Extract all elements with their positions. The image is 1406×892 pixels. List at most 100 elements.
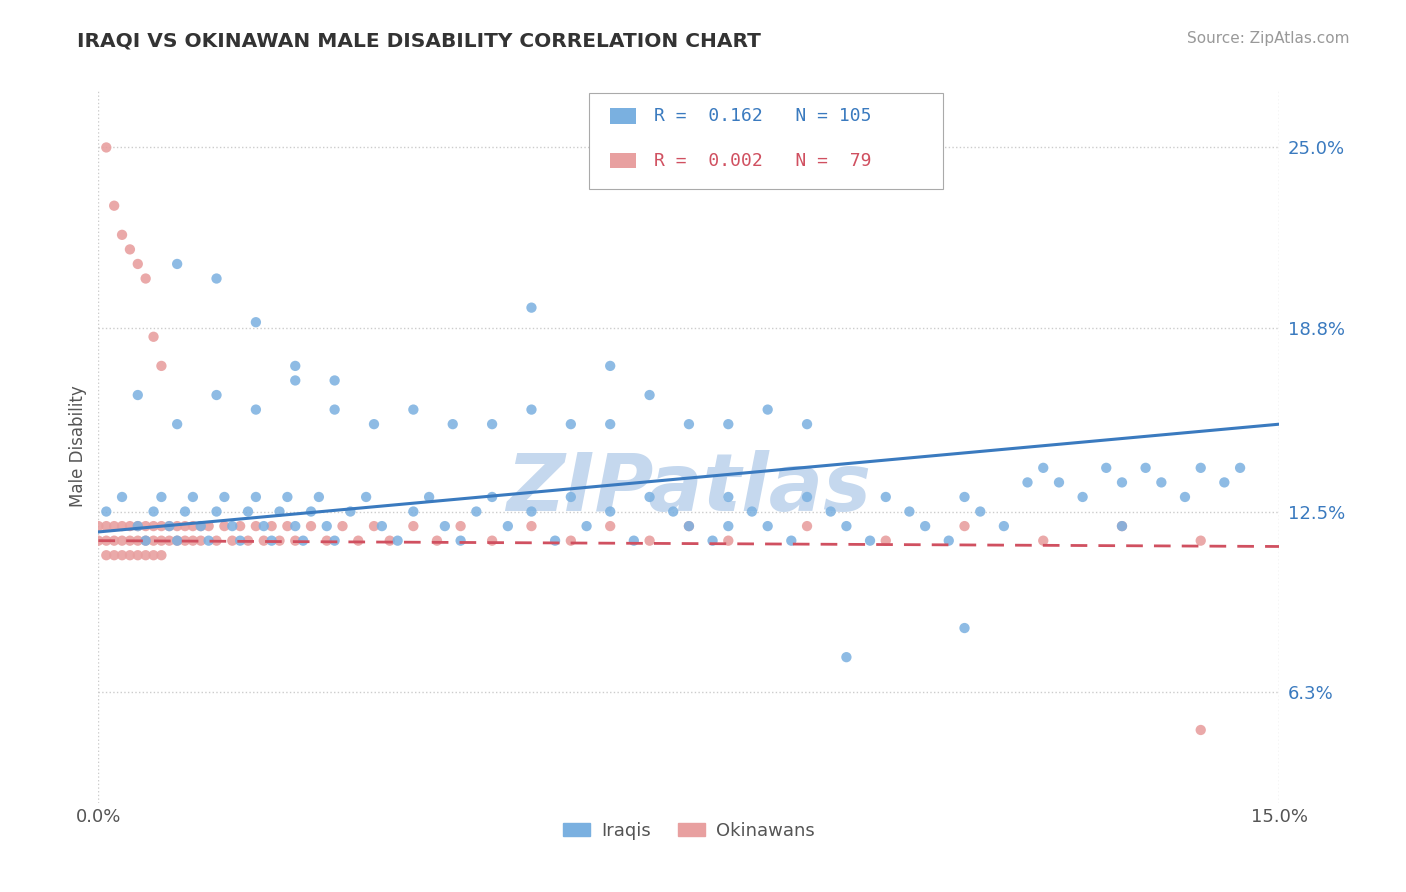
Point bbox=[371, 519, 394, 533]
Point bbox=[245, 490, 267, 504]
Point bbox=[323, 374, 346, 388]
Point bbox=[402, 504, 425, 518]
FancyBboxPatch shape bbox=[589, 93, 943, 189]
Point bbox=[1229, 460, 1251, 475]
Point bbox=[560, 417, 582, 432]
Point bbox=[953, 621, 976, 635]
Point bbox=[103, 199, 125, 213]
Point bbox=[780, 533, 803, 548]
Point bbox=[103, 548, 125, 562]
Point bbox=[835, 650, 858, 665]
Point bbox=[127, 257, 149, 271]
Point bbox=[127, 519, 149, 533]
Point bbox=[993, 519, 1015, 533]
Point bbox=[717, 417, 740, 432]
Point bbox=[135, 533, 157, 548]
Point bbox=[150, 548, 173, 562]
Point bbox=[914, 519, 936, 533]
Point bbox=[756, 402, 779, 417]
Point bbox=[717, 519, 740, 533]
Point bbox=[465, 504, 488, 518]
Point bbox=[638, 533, 661, 548]
Text: R =  0.002   N =  79: R = 0.002 N = 79 bbox=[654, 152, 870, 169]
Point bbox=[118, 243, 141, 257]
Point bbox=[702, 533, 724, 548]
Point bbox=[315, 533, 337, 548]
Text: R =  0.162   N = 105: R = 0.162 N = 105 bbox=[654, 107, 870, 125]
Point bbox=[638, 490, 661, 504]
Point bbox=[150, 519, 173, 533]
Point bbox=[1017, 475, 1039, 490]
Point bbox=[308, 490, 330, 504]
Point bbox=[496, 519, 519, 533]
Point bbox=[150, 533, 173, 548]
Point bbox=[229, 533, 252, 548]
Point bbox=[1189, 723, 1212, 737]
Point bbox=[190, 519, 212, 533]
Point bbox=[678, 519, 700, 533]
Point bbox=[599, 417, 621, 432]
Point bbox=[260, 533, 283, 548]
Legend: Iraqis, Okinawans: Iraqis, Okinawans bbox=[555, 815, 823, 847]
Point bbox=[544, 533, 567, 548]
Point bbox=[363, 417, 385, 432]
Point bbox=[181, 490, 204, 504]
Point bbox=[820, 504, 842, 518]
Point bbox=[205, 388, 228, 402]
Point bbox=[796, 519, 818, 533]
Point bbox=[662, 504, 685, 518]
Point bbox=[796, 490, 818, 504]
Point bbox=[284, 359, 307, 373]
Point bbox=[481, 533, 503, 548]
Point bbox=[678, 519, 700, 533]
Point bbox=[1032, 460, 1054, 475]
Point bbox=[1135, 460, 1157, 475]
Point bbox=[269, 533, 291, 548]
Point bbox=[150, 359, 173, 373]
Point bbox=[111, 533, 134, 548]
Point bbox=[96, 548, 118, 562]
Point bbox=[111, 548, 134, 562]
Point bbox=[1111, 519, 1133, 533]
Point bbox=[221, 533, 243, 548]
Y-axis label: Male Disability: Male Disability bbox=[69, 385, 87, 507]
Point bbox=[127, 533, 149, 548]
Point bbox=[111, 519, 134, 533]
Point bbox=[1071, 490, 1094, 504]
Point bbox=[599, 519, 621, 533]
Point bbox=[835, 519, 858, 533]
Point bbox=[87, 519, 110, 533]
Point bbox=[157, 519, 180, 533]
Point bbox=[481, 417, 503, 432]
Point bbox=[87, 533, 110, 548]
Point bbox=[859, 533, 882, 548]
Point bbox=[339, 504, 361, 518]
Point bbox=[127, 519, 149, 533]
Point bbox=[953, 519, 976, 533]
Point bbox=[560, 490, 582, 504]
Point bbox=[426, 533, 449, 548]
Point bbox=[166, 533, 188, 548]
Point bbox=[260, 519, 283, 533]
Point bbox=[938, 533, 960, 548]
Point bbox=[236, 533, 259, 548]
Point bbox=[520, 301, 543, 315]
Point bbox=[1213, 475, 1236, 490]
Point bbox=[520, 504, 543, 518]
Point bbox=[433, 519, 456, 533]
Point bbox=[205, 504, 228, 518]
Point bbox=[599, 359, 621, 373]
Point bbox=[520, 519, 543, 533]
Point bbox=[142, 504, 165, 518]
Point bbox=[181, 519, 204, 533]
Point bbox=[118, 548, 141, 562]
Point bbox=[127, 388, 149, 402]
FancyBboxPatch shape bbox=[610, 153, 636, 169]
Point bbox=[142, 548, 165, 562]
Text: IRAQI VS OKINAWAN MALE DISABILITY CORRELATION CHART: IRAQI VS OKINAWAN MALE DISABILITY CORREL… bbox=[77, 31, 761, 50]
Point bbox=[441, 417, 464, 432]
Point bbox=[111, 490, 134, 504]
Point bbox=[875, 533, 897, 548]
Point bbox=[135, 271, 157, 285]
Point bbox=[214, 519, 236, 533]
